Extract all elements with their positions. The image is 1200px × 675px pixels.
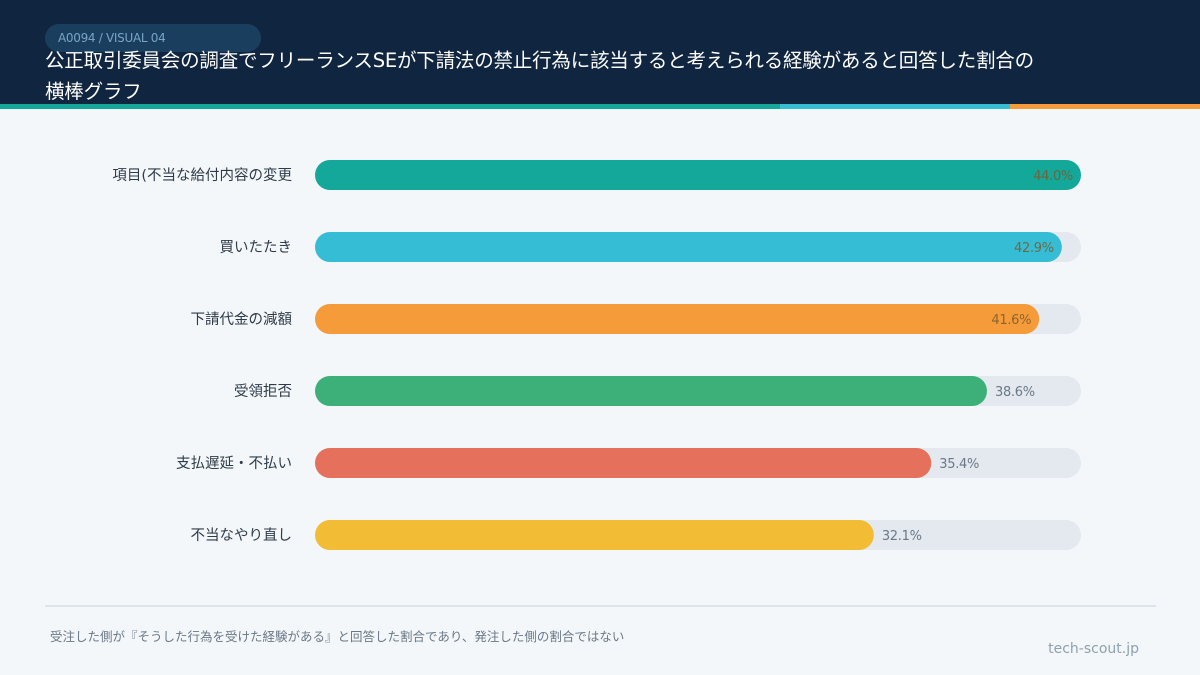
value-label: 41.6%: [991, 313, 1031, 328]
accent-stripe-blue: [780, 104, 1010, 109]
category-label: 買いたたき: [220, 239, 293, 256]
category-label: 下請代金の減額: [191, 311, 293, 328]
accent-stripe-orange: [1010, 104, 1200, 109]
value-label: 35.4%: [939, 457, 979, 472]
bar: [315, 376, 987, 406]
page-title: 公正取引委員会の調査でフリーランスSEが下請法の禁止行為に該当すると考えられる経…: [45, 45, 1165, 107]
bar: [315, 304, 1040, 334]
source-credit: tech-scout.jp: [1048, 641, 1139, 657]
category-label: 受領拒否: [234, 383, 292, 400]
bar: [315, 520, 874, 550]
accent-stripe-teal: [0, 104, 780, 109]
footnote: 受注した側が『そうした行為を受けた経験がある』と回答した割合であり、発注した側の…: [50, 629, 625, 644]
bar: [315, 160, 1081, 190]
title-line-1: 公正取引委員会の調査でフリーランスSEが下請法の禁止行為に該当すると考えられる経…: [45, 49, 1034, 72]
value-label: 42.9%: [1014, 241, 1054, 256]
value-label: 38.6%: [995, 385, 1035, 400]
title-line-2: 横棒グラフ: [45, 80, 142, 103]
value-label: 44.0%: [1033, 169, 1073, 184]
footer-divider: [45, 605, 1156, 607]
category-label: 支払遅延・不払い: [176, 455, 292, 472]
bar: [315, 232, 1062, 262]
value-label: 32.1%: [882, 529, 922, 544]
header-bar: A0094 / VISUAL 04 公正取引委員会の調査でフリーランスSEが下請…: [0, 0, 1200, 104]
visual-id-tag: A0094 / VISUAL 04: [45, 24, 261, 52]
category-label: 不当なやり直し: [191, 527, 293, 544]
category-label: 項目(不当な給付内容の変更: [112, 167, 292, 184]
bar: [315, 448, 932, 478]
